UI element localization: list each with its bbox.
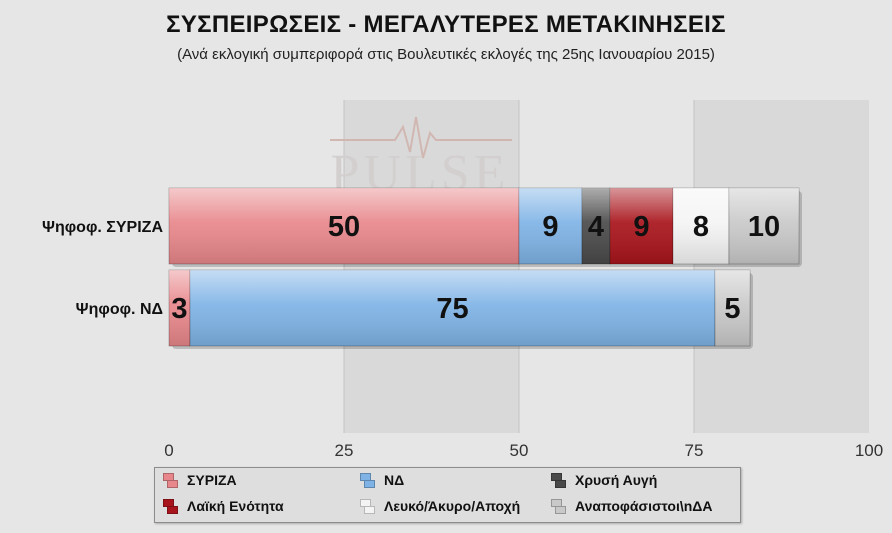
- bar-data-label: 9: [633, 211, 649, 243]
- legend-swatch-icon: [551, 499, 566, 514]
- legend-item[interactable]: Λευκό/Άκυρο/Αποχή: [360, 496, 520, 516]
- legend-label: Αναποφάσιστοι\nΔΑ: [575, 498, 713, 514]
- legend-item[interactable]: Χρυσή Αυγή: [551, 470, 657, 490]
- bar-data-label: 4: [588, 211, 604, 243]
- chart-title: ΣΥΣΠΕΙΡΩΣΕΙΣ - ΜΕΓΑΛΥΤΕΡΕΣ ΜΕΤΑΚΙΝΗΣΕΙΣ: [166, 11, 726, 38]
- x-tick-label: 100: [855, 441, 883, 460]
- bar-data-label: 8: [693, 211, 709, 243]
- grid-band: [694, 100, 869, 433]
- legend-label: Λευκό/Άκυρο/Αποχή: [384, 498, 521, 514]
- x-tick-label: 75: [685, 441, 704, 460]
- legend-item[interactable]: Λαϊκή Ενότητα: [163, 496, 284, 516]
- legend-swatch-icon: [360, 473, 375, 488]
- x-tick-label: 0: [164, 441, 173, 460]
- chart-legend: ΣΥΡΙΖΑ ΝΔ Χρυσή Αυγή Λαϊκή Ενότητα Λευκό/Άκυ…: [154, 467, 741, 523]
- bar-gloss: [715, 270, 750, 346]
- category-label: Ψηφοφ. ΝΔ: [76, 301, 163, 318]
- grid-band: [169, 100, 344, 433]
- legend-item[interactable]: Αναποφάσιστοι\nΔΑ: [551, 496, 712, 516]
- bar-gloss: [673, 188, 729, 264]
- legend-swatch-icon: [163, 473, 178, 488]
- legend-label: ΝΔ: [384, 472, 405, 488]
- bar-data-label: 3: [171, 293, 187, 325]
- bar-gloss: [582, 188, 610, 264]
- legend-swatch-icon: [551, 473, 566, 488]
- legend-item[interactable]: ΝΔ: [360, 470, 404, 490]
- legend-label: Λαϊκή Ενότητα: [187, 498, 284, 514]
- grid-band: [344, 100, 519, 433]
- bar-data-label: 5: [724, 293, 740, 325]
- bar-data-label: 75: [436, 293, 468, 325]
- legend-label: ΣΥΡΙΖΑ: [187, 472, 237, 488]
- legend-label: Χρυσή Αυγή: [575, 472, 658, 488]
- bar-data-label: 50: [328, 211, 360, 243]
- chart-subtitle: (Ανά εκλογική συμπεριφορά στις Βουλευτικ…: [177, 46, 715, 63]
- legend-swatch-icon: [360, 499, 375, 514]
- bar-data-label: 9: [542, 211, 558, 243]
- bar-data-label: 10: [748, 211, 780, 243]
- bar-gloss: [729, 188, 799, 264]
- bar-gloss: [610, 188, 673, 264]
- legend-swatch-icon: [163, 499, 178, 514]
- bar-gloss: [519, 188, 582, 264]
- bar-gloss: [190, 270, 715, 346]
- bar-gloss: [169, 270, 190, 346]
- bar-gloss: [169, 188, 519, 264]
- legend-item[interactable]: ΣΥΡΙΖΑ: [163, 470, 237, 490]
- grid-band: [519, 100, 694, 433]
- x-tick-label: 25: [335, 441, 354, 460]
- category-label: Ψηφοφ. ΣΥΡΙΖΑ: [42, 219, 163, 236]
- x-tick-label: 50: [510, 441, 529, 460]
